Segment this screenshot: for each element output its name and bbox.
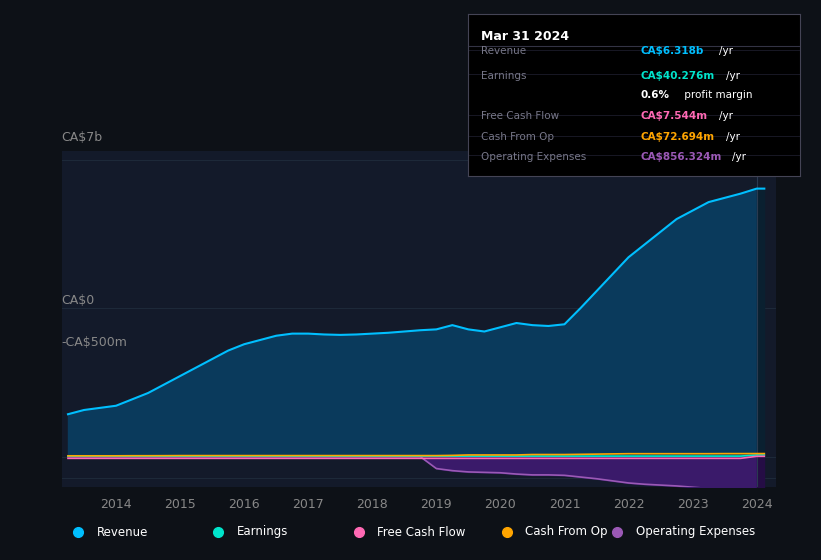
Text: profit margin: profit margin xyxy=(681,90,752,100)
Text: Cash From Op: Cash From Op xyxy=(525,525,608,539)
Text: Mar 31 2024: Mar 31 2024 xyxy=(481,30,570,43)
Text: -CA$500m: -CA$500m xyxy=(62,336,127,349)
Text: /yr: /yr xyxy=(726,132,740,142)
Text: CA$7b: CA$7b xyxy=(62,131,103,144)
Text: Free Cash Flow: Free Cash Flow xyxy=(481,111,559,121)
Text: /yr: /yr xyxy=(732,152,746,162)
Text: CA$6.318b: CA$6.318b xyxy=(641,46,704,56)
Text: Free Cash Flow: Free Cash Flow xyxy=(378,525,466,539)
Text: Operating Expenses: Operating Expenses xyxy=(636,525,755,539)
Text: Cash From Op: Cash From Op xyxy=(481,132,554,142)
Text: /yr: /yr xyxy=(719,46,733,56)
Text: CA$7.544m: CA$7.544m xyxy=(641,111,708,121)
Text: Earnings: Earnings xyxy=(237,525,288,539)
Text: CA$72.694m: CA$72.694m xyxy=(641,132,715,142)
Text: /yr: /yr xyxy=(719,111,733,121)
Text: CA$0: CA$0 xyxy=(62,294,94,307)
Text: Earnings: Earnings xyxy=(481,71,527,81)
Text: 0.6%: 0.6% xyxy=(641,90,670,100)
Text: Revenue: Revenue xyxy=(481,46,526,56)
Text: Revenue: Revenue xyxy=(97,525,148,539)
Text: CA$856.324m: CA$856.324m xyxy=(641,152,722,162)
Text: /yr: /yr xyxy=(726,71,740,81)
Text: CA$40.276m: CA$40.276m xyxy=(641,71,715,81)
Text: Operating Expenses: Operating Expenses xyxy=(481,152,586,162)
